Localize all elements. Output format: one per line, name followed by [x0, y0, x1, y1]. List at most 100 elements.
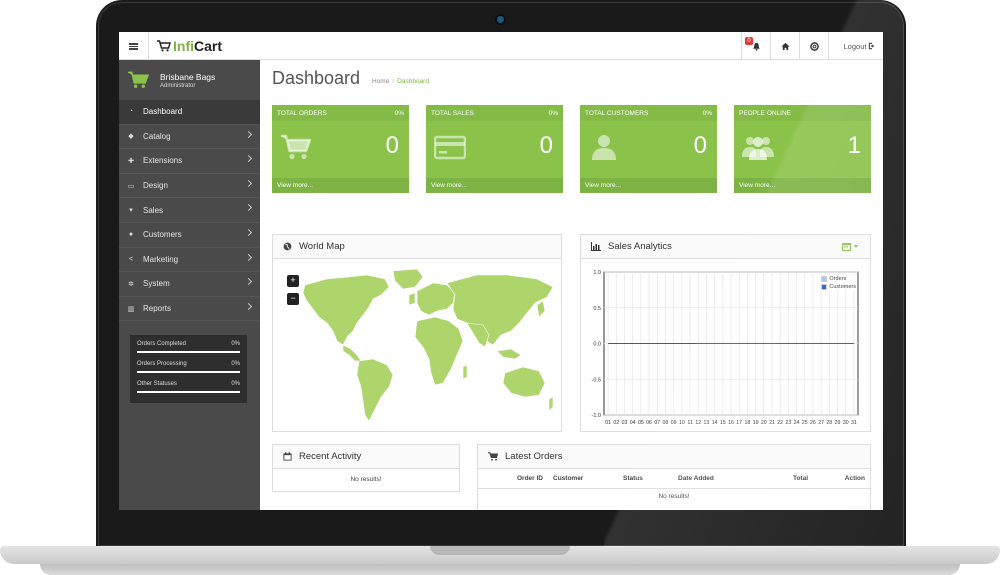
calendar-icon: [283, 452, 292, 461]
column-header-status[interactable]: Status: [618, 469, 673, 489]
sales-line-chart[interactable]: 01 02 03 04 05 06 07 08 09 10 11 12 13 14 15 16 17 18 19 20…: [581, 260, 870, 432]
bar-chart-icon: [591, 242, 601, 251]
user-icon: [592, 135, 616, 160]
sidebar-item-reports[interactable]: ▥ Reports: [119, 297, 260, 322]
map-uk: [408, 292, 416, 306]
x-tick-label: 16: [728, 420, 734, 426]
breadcrumb: Home / Dashboard: [372, 78, 429, 85]
chevron-right-icon: [244, 228, 253, 237]
x-tick-label: 25: [802, 420, 808, 426]
help-button[interactable]: [799, 32, 829, 60]
map-north-america: [302, 274, 390, 346]
world-map[interactable]: [297, 265, 557, 425]
stat-orders-processing: Orders Processing 0%: [137, 358, 240, 378]
x-tick-label: 30: [843, 420, 849, 426]
laptop-base: [0, 546, 1000, 564]
chevron-right-icon: [244, 253, 253, 261]
sidebar-item-extensions[interactable]: ✚ Extensions: [119, 149, 260, 174]
x-tick-label: 19: [753, 420, 759, 426]
column-header-total[interactable]: Total: [753, 469, 813, 489]
lifebuoy-icon: [809, 41, 819, 51]
x-tick-label: 04: [630, 420, 636, 426]
calendar-dropdown-icon[interactable]: [842, 242, 860, 251]
panel-title: Sales Analytics: [608, 241, 672, 252]
x-tick-label: 09: [671, 420, 677, 426]
menu-toggle-button[interactable]: [119, 32, 149, 60]
panel-title: Recent Activity: [299, 451, 362, 462]
panel-header: Latest Orders: [478, 445, 870, 469]
notifications-button[interactable]: [741, 32, 770, 60]
map-africa: [414, 316, 464, 386]
sidebar-item-design[interactable]: ▭ Design: [119, 174, 260, 199]
cart-logo-icon: [157, 40, 171, 52]
map-southeast-asia: [496, 348, 522, 360]
zoom-out-button[interactable]: −: [287, 293, 299, 305]
x-tick-label: 08: [663, 420, 669, 426]
y-tick-label: 0.5: [593, 306, 601, 312]
chevron-right-icon: [244, 179, 253, 187]
x-tick-label: 01: [605, 420, 611, 426]
tile-total-customers: TOTAL CUSTOMERS 0% 0 View more...: [580, 105, 717, 193]
view-more-link[interactable]: View more...: [272, 178, 409, 193]
panel-header: World Map: [273, 235, 561, 259]
x-tick-label: 06: [646, 420, 652, 426]
stat-other-statuses: Other Statuses 0%: [137, 378, 240, 398]
view-more-link[interactable]: View more...: [580, 178, 717, 193]
sidebar: Brisbane Bags Administrator ◔ Dashboard ◆…: [119, 60, 260, 510]
sidebar-item-label: System: [143, 279, 170, 289]
profile-block[interactable]: Brisbane Bags Administrator: [119, 60, 260, 100]
x-tick-label: 17: [736, 420, 742, 426]
x-tick-label: 13: [704, 420, 710, 426]
sidebar-item-label: Reports: [143, 304, 172, 314]
x-tick-label: 15: [720, 420, 726, 426]
sidebar-item-system[interactable]: ✲ System: [119, 272, 260, 297]
tile-percent: 0%: [394, 110, 404, 117]
sidebar-item-label: Marketing: [143, 254, 179, 264]
tile-percent: 0%: [702, 110, 712, 117]
orders-table: Order ID Customer Status Date Added Tota…: [478, 469, 870, 505]
app-screen: Infi Cart 0 Logout Brisbane Bags Administ…: [119, 32, 883, 510]
zoom-in-button[interactable]: +: [287, 275, 299, 287]
gear-icon: ✲: [128, 280, 134, 288]
tile-people-online: PEOPLE ONLINE 1 View more...: [734, 105, 871, 193]
shopping-cart-icon: [281, 134, 312, 160]
chevron-right-icon: [244, 278, 253, 286]
bell-icon: [752, 42, 760, 51]
x-tick-label: 12: [695, 420, 701, 426]
store-cart-icon: [128, 71, 149, 88]
tile-label: TOTAL SALES: [431, 110, 474, 117]
view-more-link[interactable]: View more...: [426, 178, 563, 193]
x-tick-label: 14: [712, 420, 718, 426]
app-logo[interactable]: Infi Cart: [157, 38, 222, 54]
legend-item-customers: Customers: [821, 283, 856, 291]
stat-value: 0%: [231, 341, 240, 347]
user-role: Administrator: [160, 83, 196, 89]
legend-swatch: [821, 276, 828, 282]
sidebar-item-catalog[interactable]: ◆ Catalog: [119, 125, 260, 150]
share-icon: <: [128, 255, 134, 263]
breadcrumb-current[interactable]: Dashboard: [397, 78, 429, 85]
home-button[interactable]: [770, 32, 799, 60]
camera-dot: [497, 16, 504, 23]
sidebar-item-customers[interactable]: ● Customers: [119, 223, 260, 248]
empty-message: No results!: [350, 476, 382, 483]
column-header-date-added[interactable]: Date Added: [673, 469, 753, 489]
stat-label: Orders Processing: [137, 361, 187, 367]
breadcrumb-home[interactable]: Home: [372, 78, 390, 85]
sales-analytics-panel: Sales Analytics 01 02 03 04 05 06 07 08 09 10 11 12…: [580, 234, 871, 432]
laptop-foot: [40, 564, 960, 575]
map-new-zealand: [548, 396, 554, 412]
sidebar-item-dashboard[interactable]: ◔ Dashboard: [119, 100, 260, 125]
x-tick-label: 21: [769, 420, 775, 426]
x-tick-label: 22: [777, 420, 783, 426]
view-more-link[interactable]: View more...: [734, 178, 871, 193]
map-south-america: [356, 358, 394, 422]
column-header-order-id[interactable]: Order ID: [478, 469, 548, 489]
sidebar-item-marketing[interactable]: < Marketing: [119, 248, 260, 273]
sidebar-item-sales[interactable]: ▾ Sales: [119, 198, 260, 223]
tile-total-orders: TOTAL ORDERS 0% 0 View more...: [272, 105, 409, 193]
logout-button[interactable]: Logout: [837, 32, 883, 60]
stat-progress-bar: [137, 391, 240, 393]
column-header-customer[interactable]: Customer: [548, 469, 618, 489]
credit-card-icon: [434, 135, 466, 160]
